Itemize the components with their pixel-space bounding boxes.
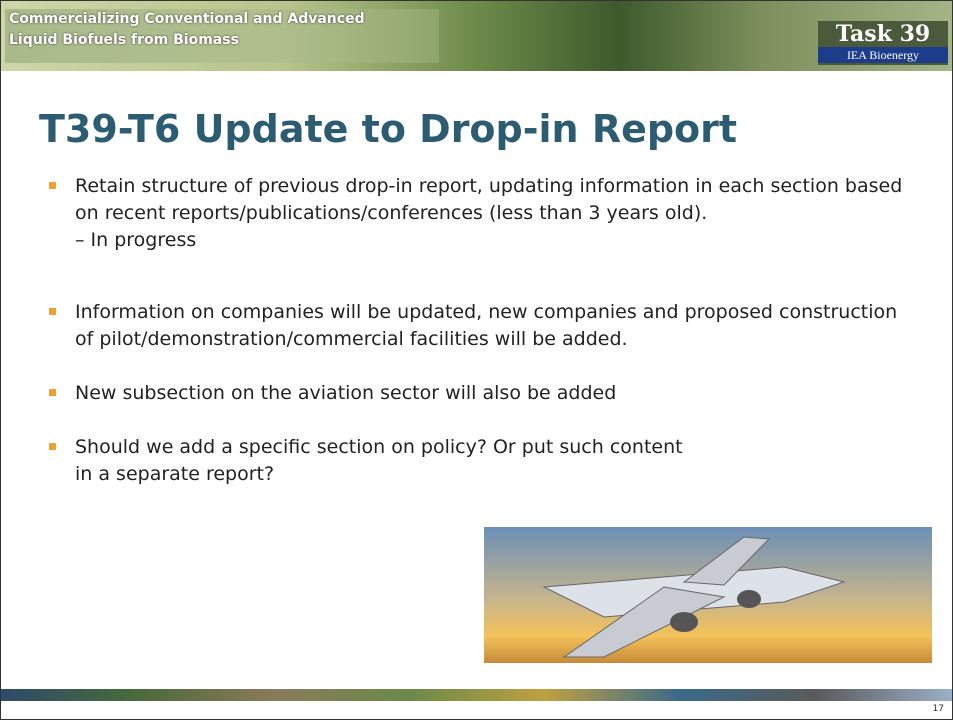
logo-main: Task 39 — [835, 21, 931, 47]
banner-line: Commercializing Conventional and Advance… — [9, 11, 365, 27]
footer-strip — [1, 689, 952, 701]
banner-text: Commercializing Conventional and Advance… — [5, 9, 439, 63]
banner-line: Liquid Biofuels from Biomass — [9, 32, 239, 48]
bullet: Should we add a specific section on poli… — [49, 434, 695, 488]
logo: Task 39 IEA Bioenergy — [818, 21, 948, 65]
bullet: Retain structure of previous drop-in rep… — [49, 173, 909, 227]
bullet: New subsection on the aviation sector wi… — [49, 380, 909, 407]
sub-bullet: – In progress — [75, 229, 197, 251]
page-number: 17 — [932, 704, 944, 714]
airplane-image — [484, 527, 932, 663]
airplane-drawing — [542, 536, 846, 658]
banner: Commercializing Conventional and Advance… — [1, 1, 952, 71]
bullet: Information on companies will be updated… — [49, 299, 909, 353]
logo-sub: IEA Bioenergy — [818, 47, 948, 63]
bullet-list: Retain structure of previous drop-in rep… — [49, 173, 909, 488]
slide-title: T39-T6 Update to Drop-in Report — [39, 107, 738, 151]
